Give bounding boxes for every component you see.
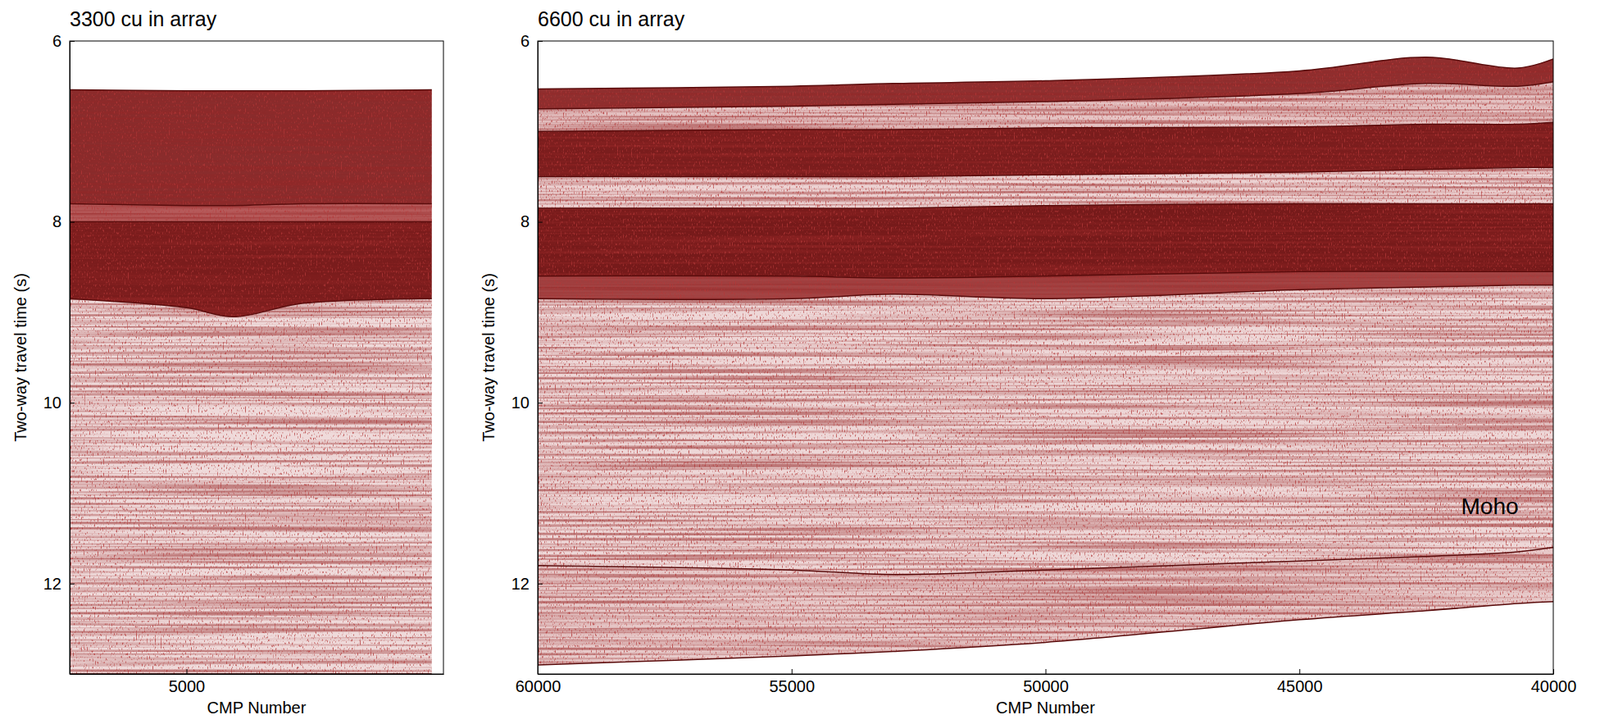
panel: 6 8 10 12 60000 55000 50000 45000 40000 CMP Numbe… <box>479 7 1577 717</box>
tick-label: 10 <box>43 393 62 412</box>
horizon <box>537 547 1554 575</box>
texture <box>69 40 444 674</box>
tick-mark <box>186 668 188 674</box>
x-axis-title: CMP Number <box>207 698 307 717</box>
tick: 5000 <box>168 668 206 696</box>
tick-label: 40000 <box>1531 677 1578 696</box>
axis-line <box>537 41 539 675</box>
tick-mark <box>1299 668 1300 674</box>
tick-mark <box>537 40 543 42</box>
tick-label: 8 <box>520 212 530 231</box>
horizon <box>69 298 432 317</box>
axis-line <box>70 673 445 675</box>
tick-mark <box>1553 668 1555 674</box>
tick-mark <box>791 668 793 674</box>
horizon <box>537 167 1554 177</box>
tick: 55000 <box>768 668 815 696</box>
tick-label: 8 <box>52 212 62 231</box>
horizon <box>537 271 1554 278</box>
noise-texture <box>69 40 444 674</box>
y-axis: 6 8 10 12 <box>43 31 75 675</box>
tick-mark <box>537 583 543 585</box>
reflector-texture <box>69 40 444 674</box>
tick-mark <box>537 668 539 674</box>
noise-texture <box>537 40 1554 674</box>
reflector-texture <box>537 40 1554 674</box>
y-axis: 6 8 10 12 <box>511 31 543 675</box>
tick-mark <box>69 402 75 404</box>
tick: 50000 <box>1022 668 1069 696</box>
panel: 6 8 10 12 5000CMP Number Two-way travel time … <box>11 7 445 717</box>
tick: 6 <box>52 31 75 50</box>
horizon <box>537 203 1554 209</box>
x-axis: 5000 <box>70 668 445 696</box>
tick-mark <box>69 583 75 585</box>
tick-label: 6 <box>52 31 62 50</box>
tick-label: 45000 <box>1277 677 1323 696</box>
tick-label: 12 <box>43 574 62 593</box>
tick: 10 <box>43 393 75 412</box>
tick: 12 <box>511 574 543 593</box>
tick-mark <box>69 222 75 223</box>
tick: 6 <box>520 31 543 50</box>
tick-mark <box>537 222 543 223</box>
tick: 8 <box>520 212 543 231</box>
tick-label: 55000 <box>768 677 815 696</box>
y-axis-title: Two-way travel time (s) <box>479 272 498 442</box>
panel-title: 6600 cu in array <box>537 7 686 31</box>
horizon <box>537 285 1554 300</box>
x-axis: 60000 55000 50000 45000 40000 <box>515 668 1578 696</box>
tick-mark <box>69 40 75 42</box>
horizon <box>537 81 1554 110</box>
tick: 45000 <box>1277 668 1323 696</box>
plot-area <box>537 40 1554 674</box>
tick-label: 10 <box>511 393 530 412</box>
axis-line <box>538 673 1555 675</box>
panel-title: 3300 cu in array <box>69 7 218 31</box>
tick: 40000 <box>1531 668 1578 696</box>
frame <box>69 40 444 674</box>
y-axis-title: Two-way travel time (s) <box>11 272 30 442</box>
tick-label: 12 <box>511 574 530 593</box>
horizon <box>69 203 432 206</box>
horizon <box>69 90 432 91</box>
tick-label: 50000 <box>1022 677 1069 696</box>
horizon <box>537 122 1554 132</box>
tick-label: 6 <box>520 31 530 50</box>
x-axis-title: CMP Number <box>995 698 1096 717</box>
tick-mark <box>537 402 543 404</box>
texture <box>537 40 1554 674</box>
horizon <box>69 221 432 223</box>
tick-mark <box>1045 668 1047 674</box>
plot-area <box>69 40 444 674</box>
horizon <box>537 601 1554 665</box>
horizon <box>537 57 1554 90</box>
tick-label: 60000 <box>515 677 562 696</box>
frame <box>537 40 1554 674</box>
tick: 10 <box>511 393 543 412</box>
tick: 12 <box>43 574 75 593</box>
annotation: Moho <box>1461 493 1519 519</box>
tick: 8 <box>52 212 75 231</box>
figure: 6810125000CMP NumberTwo-way travel time … <box>0 0 1600 724</box>
axis-line <box>69 41 71 675</box>
tick-label: 5000 <box>168 677 206 696</box>
tick: 60000 <box>515 668 562 696</box>
